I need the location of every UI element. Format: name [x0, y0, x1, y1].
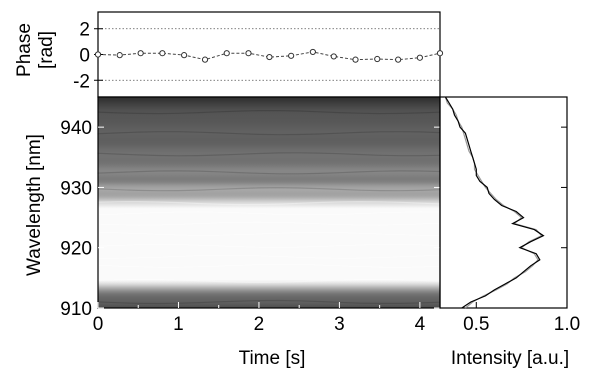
spectrum-xtick-label: 0.5: [463, 314, 489, 335]
phase-point: [374, 55, 381, 63]
spectrogram-band-streak: [97, 152, 441, 157]
spectrogram-band-streak: [97, 299, 441, 305]
spectrogram-xtick-label: 0: [93, 314, 104, 335]
spectrum-xlabel: Intensity [a.u.]: [451, 348, 569, 368]
spectrum-xtick-label: 1.0: [554, 314, 580, 335]
phase-point: [223, 50, 230, 57]
spectrum-series-line: [444, 96, 545, 309]
phase-point: [395, 56, 402, 63]
phase-point: [116, 52, 123, 59]
phase-ytick-label: 0: [79, 46, 90, 67]
spectrogram-band-streak: [97, 200, 441, 206]
spectrum-series-line: [444, 96, 543, 309]
phase-point: [288, 52, 295, 59]
spectrogram-band-streak: [97, 231, 441, 236]
spectrogram-xtick-label: 3: [334, 314, 345, 335]
spectrogram-ytick-label: 920: [60, 239, 92, 260]
spectrogram-band-streak: [97, 187, 441, 192]
phase-point: [94, 51, 102, 58]
phase-ylabel-line2: [rad]: [36, 31, 57, 69]
phase-point: [266, 53, 273, 61]
spectrogram-ytick-label: 940: [60, 118, 92, 139]
spectrogram-band-streak: [97, 278, 441, 284]
spectrogram-band-streak: [97, 254, 441, 259]
spectrogram-band-streak: [97, 170, 441, 175]
phase-point: [181, 52, 188, 59]
spectrogram-band-streak: [97, 131, 441, 136]
spectrogram-xtick-label: 2: [254, 314, 265, 335]
phase-point: [137, 50, 144, 57]
spectrum-frame: [439, 96, 568, 309]
phase-series-line: [97, 51, 441, 61]
spectrogram-band-streak: [97, 243, 441, 249]
phase-point: [416, 54, 423, 61]
spectrogram-band-streak: [97, 110, 441, 115]
phase-ytick-label: -2: [73, 71, 90, 92]
spectrogram-xtick-label: 1: [173, 314, 184, 335]
phase-point: [245, 50, 252, 57]
spectrogram-ytick-label: 910: [60, 299, 92, 320]
phase-point: [159, 50, 166, 57]
spectrum-panel: 0.5 1.0: [439, 96, 580, 335]
spectrogram-panel: 0 1 2 3 4 910 920 930 940: [60, 96, 441, 335]
spectrogram-band-streak: [97, 263, 441, 268]
phase-point: [436, 50, 444, 57]
spectrogram-xtick-label: 4: [415, 314, 426, 335]
phase-panel: -2 0 2: [73, 11, 444, 98]
phase-point: [201, 56, 209, 63]
phase-ylabel-line1: Phase: [14, 23, 35, 77]
spectrogram-ytick-label: 930: [60, 178, 92, 199]
spectrogram-band-streak: [97, 221, 441, 226]
spectrogram-xlabel: Time [s]: [239, 348, 306, 368]
spectrogram-ylabel: Wavelength [nm]: [24, 134, 45, 276]
phase-point: [352, 56, 359, 63]
spectrogram-image: [98, 97, 440, 308]
phase-point: [309, 48, 316, 56]
spectrogram-band-streak: [97, 211, 441, 216]
phase-point: [330, 53, 337, 60]
phase-ytick-label: 2: [79, 20, 90, 41]
